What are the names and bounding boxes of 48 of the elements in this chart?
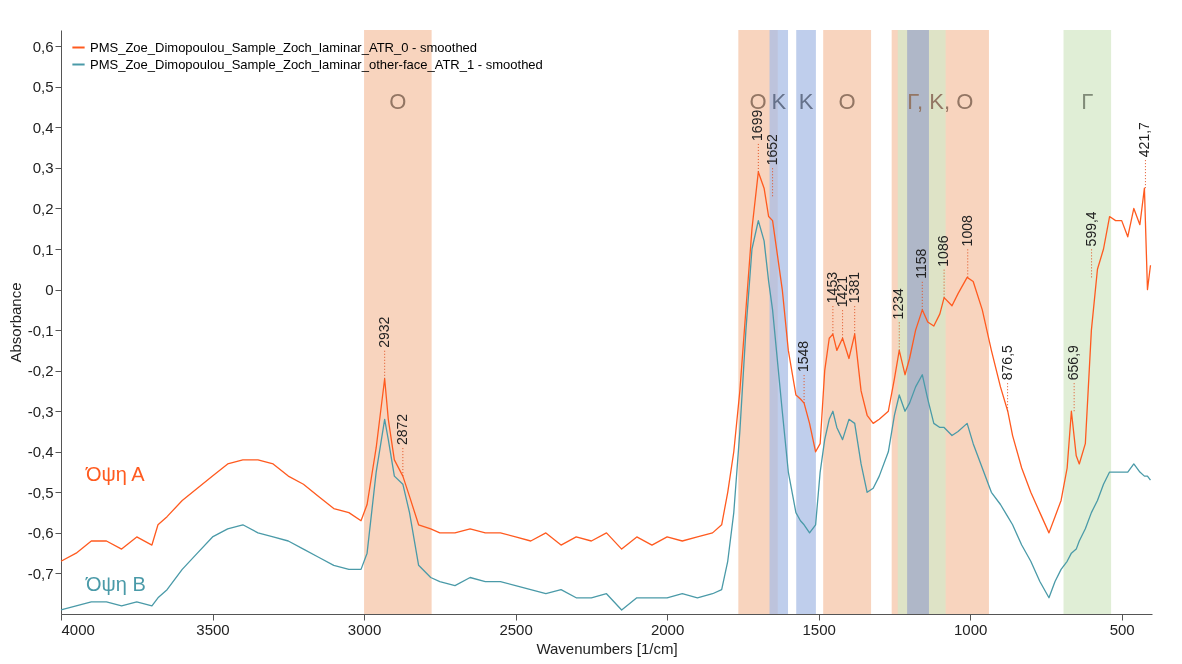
x-tick-label: 3500	[196, 620, 230, 638]
annotation: Όψη Β	[85, 573, 146, 595]
y-tick-label: -0,7	[27, 564, 54, 582]
y-tick-label: 0,3	[32, 159, 54, 177]
y-tick-label: 0,1	[32, 240, 54, 258]
band-label: Γ	[1081, 89, 1094, 114]
y-tick-label: -0,1	[27, 321, 54, 339]
annotation: 2932	[375, 316, 392, 348]
y-tick-label: 0,5	[32, 78, 54, 96]
annotation: 421,7	[1136, 121, 1153, 158]
annotation: 1158	[913, 248, 930, 279]
annotation: 1008	[958, 215, 975, 247]
band-label: O	[838, 89, 856, 114]
annotation: 876,5	[998, 344, 1015, 381]
annotation: 2872	[393, 413, 410, 446]
y-tick-label: -0,3	[27, 402, 54, 420]
line-series	[60, 171, 1152, 562]
x-tick-label: 1000	[953, 620, 988, 638]
annotation: 1699	[749, 109, 766, 141]
band-label: K	[798, 89, 814, 114]
y-tick-label: 0,4	[32, 118, 54, 136]
y-tick-label: -0,6	[27, 524, 54, 542]
x-tick-label: 4000	[61, 620, 95, 638]
x-tick-label: 2500	[499, 620, 533, 638]
y-axis-title: Absorbance	[6, 282, 24, 363]
y-tick-label: -0,2	[27, 362, 54, 380]
x-tick-label: 2000	[650, 620, 685, 638]
x-tick-label: 1500	[802, 620, 836, 638]
band-label: K	[771, 89, 787, 114]
annotation: 1086	[935, 235, 952, 267]
x-tick-label: 3000	[347, 620, 382, 638]
y-tick-label: -0,4	[27, 443, 54, 461]
annotation: 656,9	[1065, 344, 1082, 381]
annotation: 599,4	[1082, 211, 1099, 247]
x-tick-label: 500	[1109, 620, 1135, 638]
y-tick-label: 0	[45, 281, 54, 299]
band-label: Γ, K, O	[907, 89, 974, 114]
annotation: Όψη Α	[85, 463, 146, 485]
band-label: O	[389, 89, 407, 114]
annotation: 1652	[763, 133, 780, 166]
x-axis-title: Wavenumbers [1/cm]	[536, 639, 678, 657]
y-tick-label: 0,6	[32, 37, 54, 55]
y-tick-label: 0,2	[32, 199, 54, 217]
y-tick-label: -0,5	[27, 483, 54, 501]
legend-label: PMS_Zoe_Dimopoulou_Sample_Zoch_laminar_other-face_ATR_1 - smoothed	[90, 56, 543, 72]
annotation: 1234	[890, 288, 907, 320]
annotation: 1548	[795, 340, 812, 373]
legend-label: PMS_Zoe_Dimopoulou_Sample_Zoch_laminar_ATR_0 - smoothed	[90, 39, 478, 55]
